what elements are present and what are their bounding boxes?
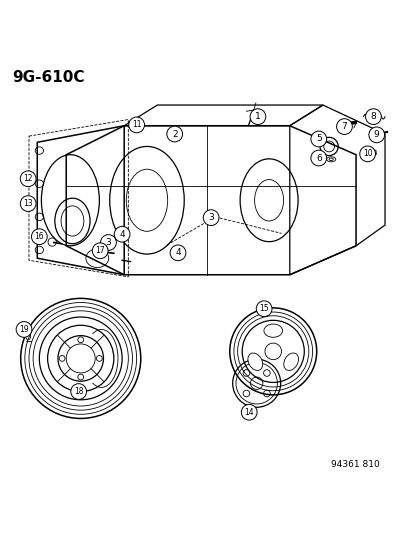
Text: 3: 3	[208, 213, 214, 222]
Text: 8: 8	[370, 112, 375, 121]
Text: 10: 10	[362, 149, 372, 158]
Circle shape	[203, 210, 218, 225]
Ellipse shape	[263, 324, 282, 337]
Circle shape	[368, 127, 384, 143]
Text: 12: 12	[24, 174, 33, 183]
Ellipse shape	[247, 353, 262, 370]
Text: 3: 3	[105, 238, 111, 247]
Circle shape	[256, 301, 271, 317]
Text: 4: 4	[175, 248, 180, 257]
Circle shape	[20, 171, 36, 187]
Circle shape	[359, 146, 375, 161]
Text: 11: 11	[132, 120, 141, 130]
Circle shape	[310, 131, 326, 147]
Text: 94361 810: 94361 810	[330, 459, 379, 469]
Text: 2: 2	[171, 130, 177, 139]
Circle shape	[92, 243, 108, 259]
Text: 6: 6	[315, 154, 321, 163]
Text: 17: 17	[95, 246, 105, 255]
Circle shape	[114, 227, 130, 242]
Circle shape	[310, 150, 326, 166]
Ellipse shape	[283, 353, 298, 370]
Text: 18: 18	[74, 387, 83, 396]
Text: 15: 15	[259, 304, 268, 313]
Circle shape	[170, 245, 185, 261]
Circle shape	[16, 321, 32, 337]
Circle shape	[31, 229, 47, 245]
Text: 19: 19	[19, 325, 29, 334]
Text: 7: 7	[341, 122, 347, 131]
Text: 14: 14	[244, 408, 254, 417]
Circle shape	[166, 126, 182, 142]
Circle shape	[71, 384, 86, 399]
Circle shape	[241, 405, 256, 420]
Circle shape	[100, 235, 116, 251]
Circle shape	[20, 196, 36, 212]
Circle shape	[128, 117, 144, 133]
Text: 9: 9	[373, 131, 379, 139]
Text: 1: 1	[254, 112, 260, 121]
Circle shape	[365, 109, 380, 125]
Circle shape	[249, 109, 265, 125]
Text: 13: 13	[23, 199, 33, 208]
Text: 4: 4	[119, 230, 125, 239]
Text: 9G-610C: 9G-610C	[12, 70, 85, 85]
Text: 16: 16	[34, 232, 44, 241]
Circle shape	[336, 119, 351, 134]
Text: 5: 5	[315, 134, 321, 143]
